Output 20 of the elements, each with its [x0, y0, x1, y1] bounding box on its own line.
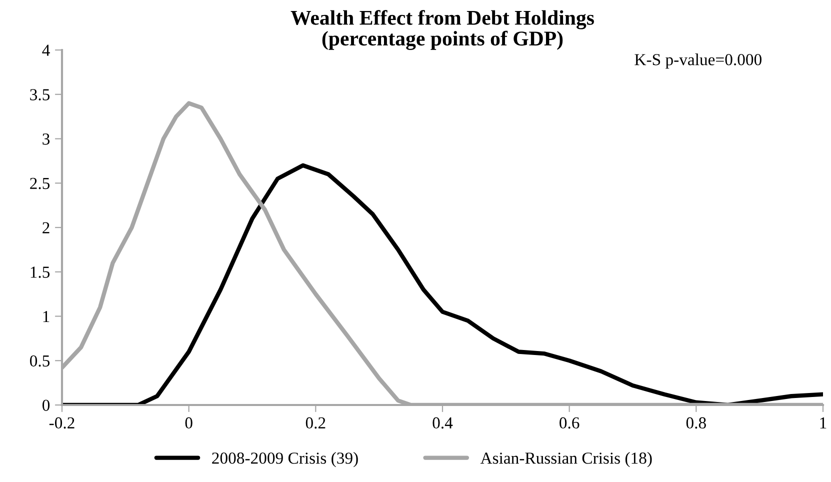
legend-label: 2008-2009 Crisis (39)	[212, 452, 358, 468]
legend-label: Asian-Russian Crisis (18)	[480, 452, 652, 468]
x-tick-label: 0.4	[432, 417, 453, 429]
y-tick-label: 0.5	[30, 355, 50, 367]
y-tick-label: 1	[43, 311, 50, 322]
x-tick-label: 0.8	[686, 417, 706, 429]
x-tick-label: -0.2	[49, 417, 74, 429]
y-tick-label: 2.5	[30, 178, 50, 190]
y-tick-label: 3	[42, 133, 50, 145]
x-tick-label: 0.2	[306, 417, 326, 429]
y-tick-label: 0	[42, 400, 50, 411]
y-tick-label: 1.5	[30, 266, 50, 278]
y-tick-label: 2	[42, 222, 50, 234]
annotation: K-S p-value=0.000	[634, 54, 762, 69]
x-tick-label: 0.6	[560, 417, 580, 429]
x-tick-label: 1	[820, 417, 826, 428]
chart-title: Wealth Effect from Debt Holdings (percentage points of GDP)	[290, 10, 594, 50]
x-tick-label: 0	[185, 417, 192, 429]
y-tick-label: 3.5	[30, 89, 50, 100]
y-tick-label: 4	[42, 44, 50, 56]
